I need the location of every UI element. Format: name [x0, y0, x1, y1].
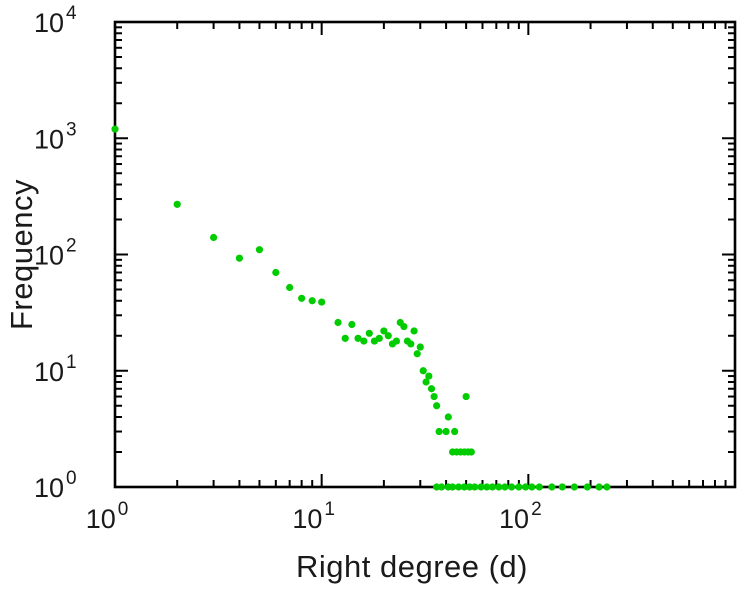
- data-point: [455, 483, 463, 491]
- data-point: [410, 327, 418, 335]
- data-point: [515, 483, 523, 491]
- data-point: [360, 337, 368, 345]
- y-tick-label: 10 3: [34, 119, 77, 154]
- data-point: [375, 334, 383, 342]
- data-point: [210, 233, 218, 242]
- data-point: [430, 392, 438, 401]
- data-point: [483, 483, 491, 491]
- y-tick-label: 10 2: [34, 236, 77, 271]
- data-point: [272, 268, 280, 277]
- data-point: [448, 483, 457, 491]
- data-point: [286, 283, 294, 292]
- y-tick-label: 10 1: [34, 352, 77, 387]
- data-point: [467, 448, 475, 456]
- data-point: [365, 329, 373, 337]
- data-point: [460, 483, 468, 491]
- data-point: [495, 483, 503, 491]
- data-point: [348, 320, 356, 329]
- data-point: [442, 427, 450, 436]
- data-point: [407, 340, 415, 348]
- data-point: [535, 483, 543, 491]
- data-point: [508, 483, 516, 491]
- data-point: [298, 294, 306, 302]
- data-point: [528, 483, 536, 491]
- data-point: [583, 483, 591, 491]
- x-tick-label: 10 0: [86, 499, 129, 534]
- y-axis-label: Frequency: [4, 179, 39, 330]
- data-point: [413, 350, 421, 358]
- data-point: [548, 483, 556, 491]
- data-point: [308, 297, 316, 305]
- data-point: [444, 413, 452, 421]
- data-point: [558, 483, 566, 491]
- x-axis-label: Right degree (d): [295, 549, 529, 584]
- data-point: [570, 483, 578, 491]
- data-point: [603, 483, 611, 491]
- y-tick-label: 10 4: [34, 3, 77, 38]
- data-point: [334, 318, 342, 327]
- data-point: [400, 322, 408, 331]
- data-point: [437, 483, 446, 491]
- data-point: [433, 402, 441, 410]
- data-point: [462, 392, 470, 401]
- y-tick-label: 10 0: [34, 468, 77, 503]
- data-point: [318, 298, 326, 306]
- data-point: [380, 327, 388, 335]
- data-point: [488, 483, 496, 491]
- data-point: [416, 343, 424, 351]
- data-point: [477, 483, 485, 491]
- data-point: [419, 367, 427, 375]
- data-point: [501, 483, 509, 491]
- data-point: [384, 332, 392, 340]
- data-point: [111, 125, 119, 133]
- data-point: [595, 483, 603, 491]
- data-point: [422, 378, 430, 386]
- data-point: [451, 427, 459, 436]
- data-point: [425, 372, 433, 380]
- data-point: [255, 246, 264, 254]
- data-point: [427, 385, 436, 393]
- data-point: [466, 483, 474, 491]
- data-point: [471, 483, 479, 491]
- data-point: [392, 337, 401, 345]
- data-point: [521, 483, 530, 491]
- x-tick-label: 10 2: [499, 499, 542, 534]
- plot-frame: [113, 20, 737, 489]
- data-point: [235, 254, 244, 262]
- data-point: [354, 334, 362, 342]
- data-point: [435, 427, 443, 436]
- x-tick-label: 10 1: [292, 499, 335, 534]
- data-point: [173, 200, 181, 208]
- data-point: [341, 334, 349, 342]
